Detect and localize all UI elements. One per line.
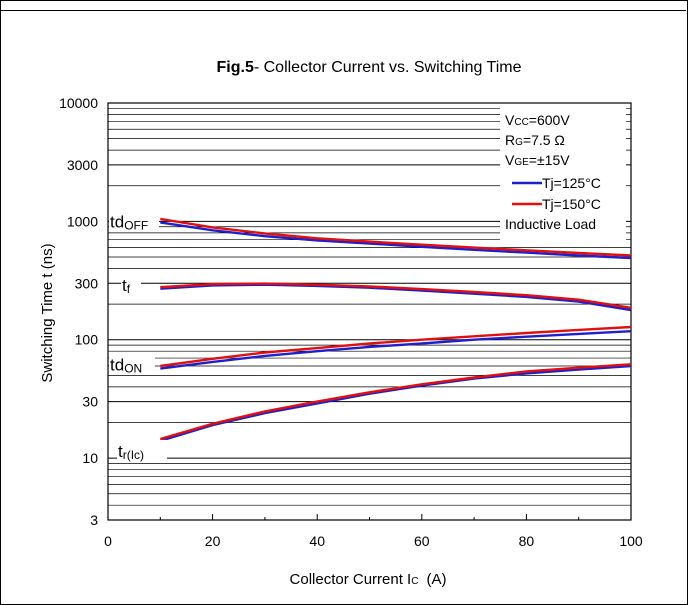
x-tick-label: 40 xyxy=(309,533,325,549)
series-group xyxy=(159,217,632,442)
line-tr(Ic)-125C xyxy=(159,364,632,442)
y-axis: 3 10 30 100 300 1000 3000 10000 xyxy=(59,95,98,528)
top-rule xyxy=(0,0,686,11)
y-tick-label: 300 xyxy=(75,275,99,291)
legend-condition: VCC=600V xyxy=(505,112,570,128)
line-tdOFF-125C xyxy=(160,221,632,260)
x-tick-label: 80 xyxy=(519,533,535,549)
curve-label-td-OFF: tdOFF xyxy=(110,212,148,232)
legend-label: Tj=125°C xyxy=(542,175,601,191)
legend-label: Tj=150°C xyxy=(542,196,601,212)
x-axis-label: Collector Current IC (A) xyxy=(290,571,447,588)
curve-label-td-ON: tdON xyxy=(110,355,142,375)
y-tick-label: 3 xyxy=(90,512,98,528)
x-tick-label: 100 xyxy=(619,533,643,549)
line-tdON-150C xyxy=(160,325,632,368)
curve-label-bg xyxy=(117,439,167,461)
y-tick-label: 100 xyxy=(75,332,99,348)
curve-label-bg xyxy=(121,274,141,296)
x-tick-label: 0 xyxy=(104,533,112,549)
curve-label-t-r(Ic): tr(Ic) xyxy=(118,442,144,462)
legend: VCC=600V RG=7.5 Ω VGE=±15V Tj=125°C Tj=150°C… xyxy=(500,108,626,240)
legend-condition: RG=7.5 Ω xyxy=(505,132,565,148)
legend-note: Inductive Load xyxy=(505,216,596,232)
y-tick-label: 3000 xyxy=(67,157,98,173)
y-tick-label: 30 xyxy=(82,394,98,410)
curve-label-bg xyxy=(109,353,155,375)
line-tdOFF-150C xyxy=(160,217,632,257)
legend-bg xyxy=(500,108,626,240)
chart-title: Fig.5- Collector Current vs. Switching T… xyxy=(217,59,522,76)
line-tdON-125C xyxy=(160,330,632,370)
y-tick-label: 1000 xyxy=(67,213,98,229)
y-tick-label: 10 xyxy=(82,450,98,466)
curve-label-bg xyxy=(109,210,159,232)
y-axis-label: Switching Time t (ns) xyxy=(39,243,56,382)
legend-condition: VGE=±15V xyxy=(505,152,570,168)
x-tick-label: 60 xyxy=(414,533,430,549)
line-tr(Ic)-150C xyxy=(159,363,632,441)
line-tf-150C xyxy=(160,282,632,309)
y-tick-label: 10000 xyxy=(59,95,98,111)
curve-label-t-f: tf xyxy=(122,276,131,296)
curve-labels: tdOFF tf tdON tr(Ic) xyxy=(109,210,167,462)
x-axis: 0 20 40 60 80 100 xyxy=(104,514,643,549)
x-tick-label: 20 xyxy=(205,533,221,549)
